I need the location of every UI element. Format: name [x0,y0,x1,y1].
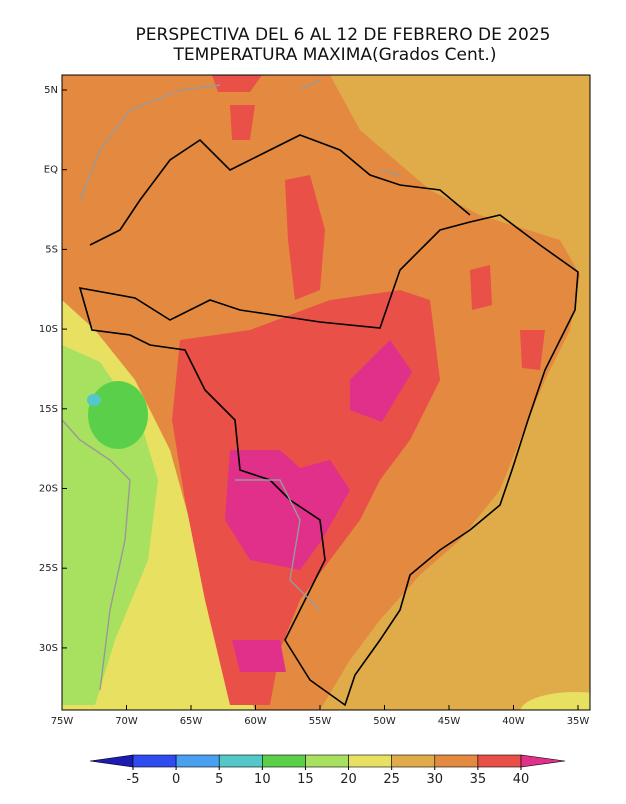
colorbar-label: 15 [297,772,314,787]
lon-label: 75W [51,716,74,727]
lat-label: 30S [39,643,58,654]
colorbar-low [89,754,134,768]
colorbar-segment [175,754,220,768]
colorbar-label: 40 [513,772,530,787]
colorbar-label: 0 [172,772,180,787]
colorbar-label: 35 [470,772,487,787]
neighbor-borders [62,79,401,691]
colorbar-segment [391,754,436,768]
colorbar-segment [305,754,349,768]
colorbar-segment [434,754,479,768]
colorbar-segment [262,754,306,768]
lat-label: EQ [44,165,58,176]
lon-label: 55W [309,716,332,727]
lat-label: 20S [39,484,58,495]
colorbar-label: 5 [215,772,223,787]
lon-label: 50W [373,716,396,727]
colorbar-segment [132,754,177,768]
colorbar-label: -5 [127,772,140,787]
colorbar-segment [218,754,263,768]
lon-label: 70W [115,716,138,727]
lat-label: 10S [39,324,58,335]
colorbar-label: 25 [383,772,400,787]
lon-label: 40W [502,716,525,727]
colorbar-high [520,754,566,768]
colorbar-label: 30 [427,772,444,787]
lat-label: 15S [39,404,58,415]
colorbar-segment [477,754,522,768]
field-15 [88,381,148,449]
field-10 [87,394,101,406]
lon-label: 35W [567,716,590,727]
temperature-field [62,75,590,710]
field-25 [520,692,590,710]
lat-label: 5S [45,244,58,255]
colorbar-label: 20 [340,772,357,787]
subtitle: TEMPERATURA MAXIMA(Grados Cent.) [173,45,497,65]
lon-label: 45W [438,716,461,727]
colorbar-segment [348,754,392,768]
country-borders [78,134,579,707]
lat-label: 5N [44,85,58,96]
field-40-plus [225,340,412,672]
lon-label: 65W [180,716,203,727]
field-40 [285,175,325,300]
lat-label: 25S [39,563,58,574]
map-frame [61,74,591,711]
lon-label: 60W [244,716,267,727]
colorbar-label: 10 [254,772,271,787]
title: PERSPECTIVA DEL 6 AL 12 DE FEBRERO DE 20… [136,25,551,45]
